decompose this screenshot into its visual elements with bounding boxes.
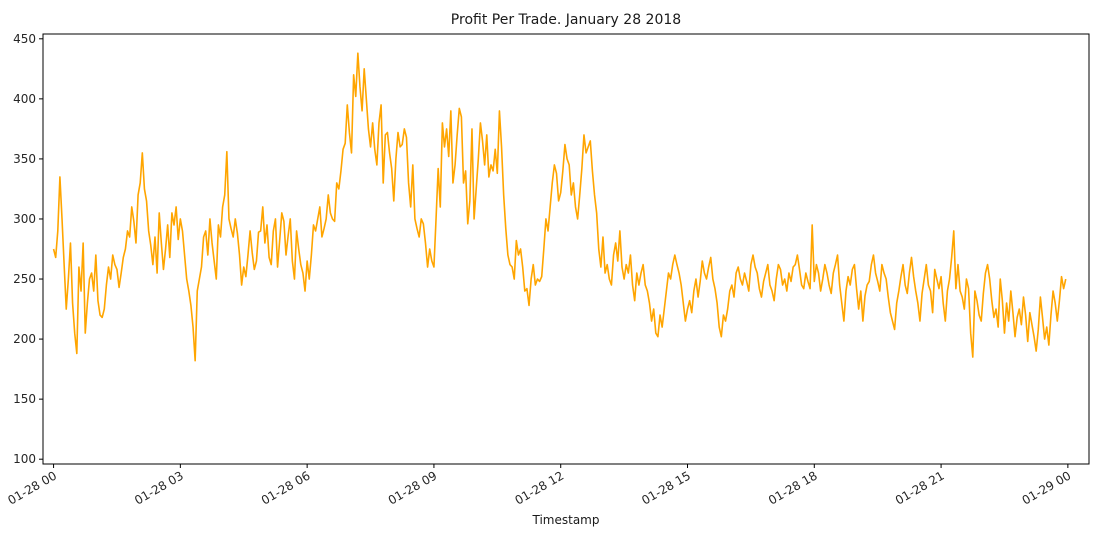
- y-tick-label: 200: [13, 332, 36, 346]
- y-tick-label: 400: [13, 92, 36, 106]
- y-tick-label: 350: [13, 152, 36, 166]
- series-line-0: [52, 52, 1067, 362]
- plot-area: [52, 52, 1067, 362]
- y-tick-label: 300: [13, 212, 36, 226]
- x-axis-title: Timestamp: [532, 513, 600, 527]
- y-tick-label: 250: [13, 272, 36, 286]
- chart-title: Profit Per Trade. January 28 2018: [451, 12, 681, 28]
- y-tick-label: 150: [13, 392, 36, 406]
- y-tick-label: 100: [13, 452, 36, 466]
- y-axis: 100 150 200 250 300 350 400 450: [13, 32, 43, 466]
- y-tick-label: 450: [13, 32, 36, 46]
- plot-frame: [42, 33, 1090, 465]
